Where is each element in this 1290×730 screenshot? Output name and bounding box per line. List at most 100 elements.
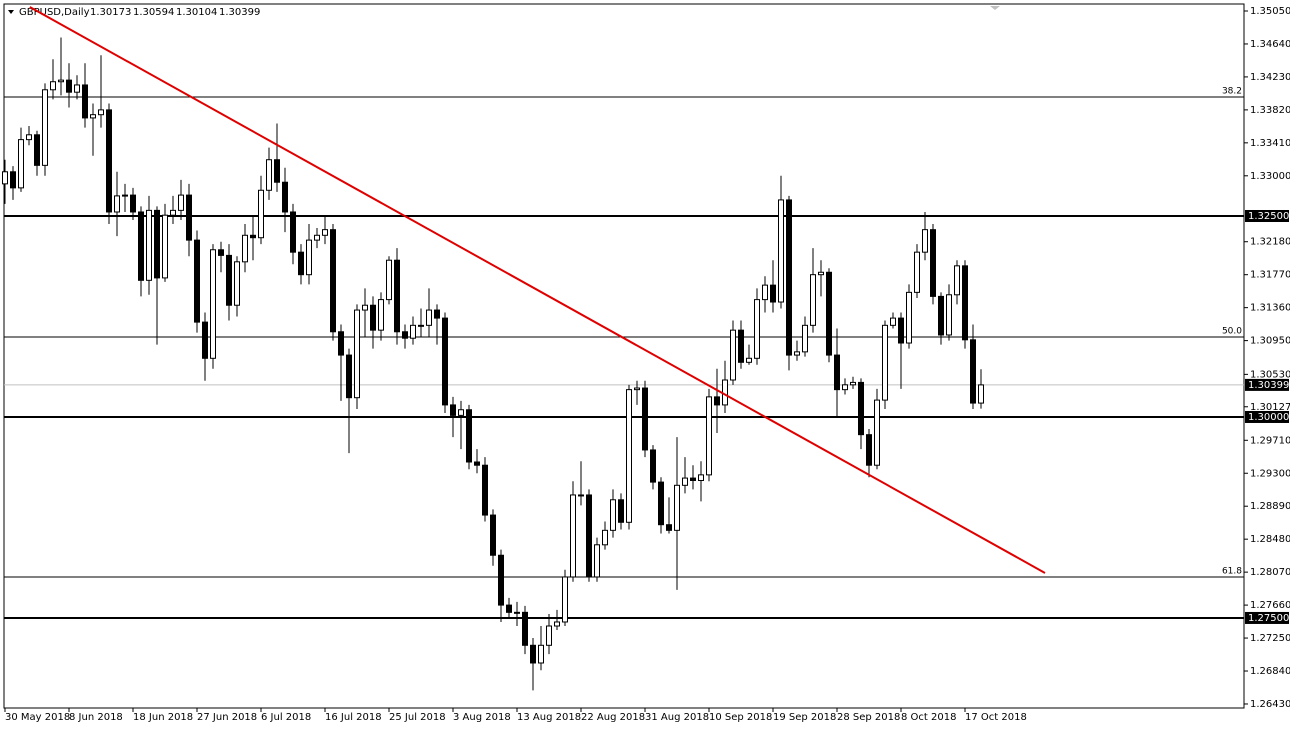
candle-body xyxy=(218,249,224,256)
candle-body xyxy=(186,194,192,241)
candle-body xyxy=(586,494,592,578)
candle-body xyxy=(842,384,848,391)
candle-body xyxy=(202,321,208,359)
x-tick-label: 28 Sep 2018 xyxy=(837,712,900,723)
candle-body xyxy=(754,299,760,359)
y-tick-label: 1.28480 xyxy=(1250,534,1290,545)
price-box xyxy=(1245,209,1289,222)
candle-body xyxy=(66,79,72,93)
candle-body xyxy=(250,234,256,239)
candle-body xyxy=(938,295,944,336)
x-tick-label: 27 Jun 2018 xyxy=(197,712,257,723)
candle-body xyxy=(306,239,312,276)
header-open: 1.30173 xyxy=(90,7,131,18)
candle-body xyxy=(50,81,56,91)
symbol: GBPUSD,Daily xyxy=(19,7,90,18)
trendline xyxy=(29,6,1046,574)
candle-body xyxy=(914,251,920,293)
candle-body xyxy=(90,114,96,119)
x-tick-label: 13 Aug 2018 xyxy=(517,712,581,723)
candle-body xyxy=(26,134,32,141)
candle-body xyxy=(2,171,8,185)
x-tick-label: 30 May 2018 xyxy=(5,712,70,723)
candle-body xyxy=(642,387,648,451)
y-tick-label: 1.30950 xyxy=(1250,336,1290,347)
candle-body xyxy=(114,195,120,213)
candle-body xyxy=(354,309,360,399)
candle-body xyxy=(58,79,64,83)
candle-body xyxy=(258,189,264,239)
candle-body xyxy=(10,171,16,189)
candle-body xyxy=(138,211,144,281)
candle-body xyxy=(402,331,408,339)
candle-body xyxy=(690,477,696,481)
y-tick-label: 1.28070 xyxy=(1250,567,1290,578)
candle-body xyxy=(730,329,736,381)
candle-body xyxy=(922,229,928,253)
candle-body xyxy=(626,389,632,523)
candle-body xyxy=(810,274,816,326)
candle-body xyxy=(170,209,176,216)
candle-body xyxy=(858,381,864,436)
candle-body xyxy=(706,396,712,476)
candle-body xyxy=(450,404,456,416)
x-tick-label: 19 Sep 2018 xyxy=(773,712,836,723)
candle-body xyxy=(538,644,544,664)
candle-body xyxy=(610,499,616,531)
candle-body xyxy=(242,234,248,263)
y-tick-label: 1.32180 xyxy=(1250,237,1290,248)
candle-body xyxy=(378,299,384,331)
candle-body xyxy=(954,265,960,296)
candle-body xyxy=(338,331,344,356)
candle-body xyxy=(570,494,576,578)
candle-body xyxy=(850,381,856,386)
candle-body xyxy=(266,159,272,191)
header-low: 1.30104 xyxy=(176,7,217,18)
candle-body xyxy=(650,449,656,483)
x-tick-label: 8 Jun 2018 xyxy=(69,712,123,723)
candle-body xyxy=(714,396,720,406)
y-tick-label: 1.29710 xyxy=(1250,435,1290,446)
candle-body xyxy=(178,194,184,211)
x-tick-label: 18 Jun 2018 xyxy=(133,712,193,723)
candle-body xyxy=(962,265,968,341)
candle-body xyxy=(210,249,216,359)
y-tick-label: 1.31770 xyxy=(1250,270,1290,281)
candle-body xyxy=(418,324,424,327)
candle-body xyxy=(674,484,680,531)
candle-body xyxy=(794,351,800,356)
candle-body xyxy=(482,464,488,516)
candle-body xyxy=(274,159,280,183)
candle-body xyxy=(762,284,768,301)
x-tick-label: 25 Jul 2018 xyxy=(389,712,446,723)
candle-body xyxy=(786,199,792,356)
menu-arrow[interactable] xyxy=(8,10,14,14)
candle-body xyxy=(34,134,40,166)
candle-body xyxy=(530,644,536,664)
candle-body xyxy=(746,357,752,363)
candle-body xyxy=(906,291,912,344)
x-tick-label: 31 Aug 2018 xyxy=(645,712,709,723)
candle-body xyxy=(834,354,840,391)
candle-body xyxy=(618,499,624,523)
candle-body xyxy=(898,317,904,344)
candle-body xyxy=(226,254,232,306)
fib-label: 61.8 xyxy=(1222,566,1242,576)
candle-body xyxy=(322,229,328,236)
header-high: 1.30594 xyxy=(133,7,174,18)
candle-body xyxy=(818,271,824,276)
candle-body xyxy=(370,304,376,331)
candle-body xyxy=(698,474,704,481)
candle-body xyxy=(978,384,984,404)
candle-body xyxy=(282,181,288,213)
candle-body xyxy=(554,621,560,627)
candle-body xyxy=(162,214,168,279)
candle-body xyxy=(234,261,240,306)
candle-body xyxy=(42,89,48,166)
x-tick-label: 17 Oct 2018 xyxy=(965,712,1027,723)
x-tick-label: 6 Jul 2018 xyxy=(261,712,311,723)
candle-body xyxy=(130,194,136,213)
price-box xyxy=(1245,410,1289,423)
